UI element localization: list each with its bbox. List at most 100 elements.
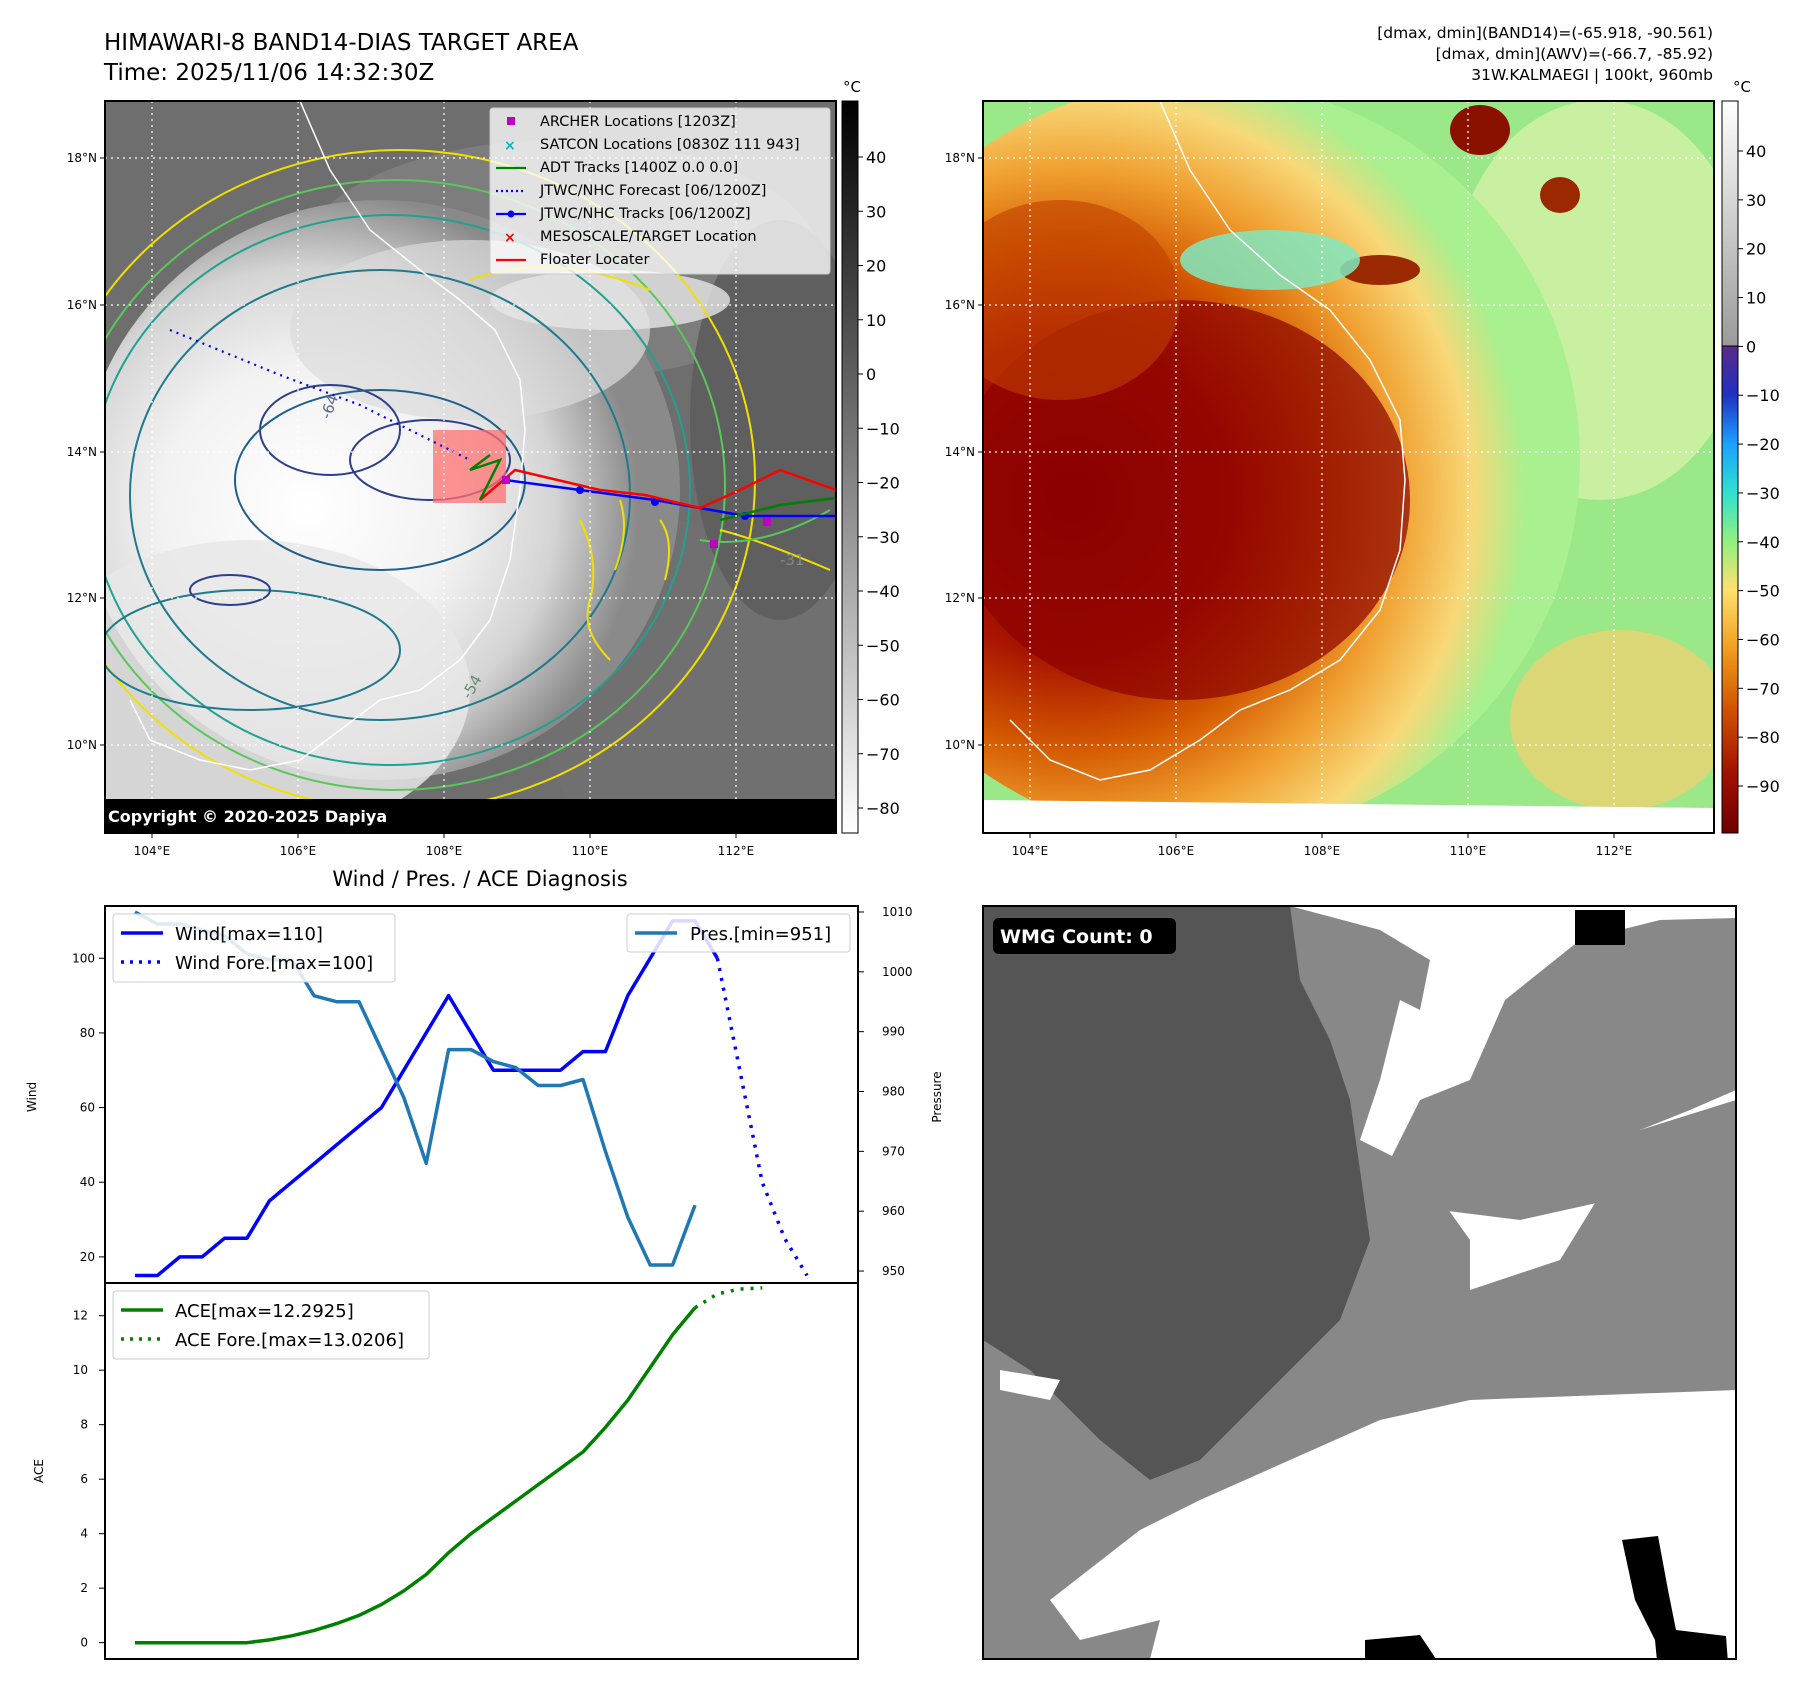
info-awv: [dmax, dmin](AWV)=(-66.7, -85.92) <box>1436 45 1713 63</box>
svg-text:Floater Locater: Floater Locater <box>540 252 649 268</box>
ace-tick-label: 6 <box>80 1472 88 1486</box>
awv-colorbar-tick: 20 <box>1746 240 1766 259</box>
ir-colorbar-tick: −40 <box>866 582 900 601</box>
ace-line <box>135 1306 697 1645</box>
ir-colorbar: °C 40 30 20 10 0 −10 −20 −30 −40 −50 −60 −70 −80 <box>841 78 900 834</box>
awv-colorbar-unit: °C <box>1733 78 1751 96</box>
awv-colorbar-tick: −10 <box>1746 386 1780 405</box>
legend-ace: ACE[max=12.2925] <box>175 1301 354 1322</box>
ir-colorbar-tick: −80 <box>866 799 900 818</box>
lat-tick-label: 10°N <box>67 738 97 752</box>
ace-tick-label: 10 <box>73 1363 88 1377</box>
lon-tick-label: 110°E <box>1450 844 1487 858</box>
copyright-text: Copyright © 2020-2025 Dapiya <box>108 807 387 826</box>
ir-colorbar-tick: −30 <box>866 528 900 547</box>
legend-wind-forecast: Wind Fore.[max=100] <box>175 953 373 974</box>
lon-tick-label: 104°E <box>1012 844 1049 858</box>
pressure-tick-label: 1000 <box>882 965 913 979</box>
svg-text:MESOSCALE/TARGET Location: MESOSCALE/TARGET Location <box>540 229 757 245</box>
ace-tick-label: 12 <box>73 1309 88 1323</box>
diagnosis-title: Wind / Pres. / ACE Diagnosis <box>332 867 627 891</box>
legend-item-jtwc-forecast: JTWC/NHC Forecast [06/1200Z] <box>496 183 766 199</box>
ir-colorbar-tick: −10 <box>866 419 900 438</box>
ace-tick-label: 0 <box>80 1636 88 1650</box>
lat-tick-label: 16°N <box>945 298 975 312</box>
wind-tick-label: 60 <box>80 1101 95 1115</box>
svg-text:SATCON Locations [0830Z 111 94: SATCON Locations [0830Z 111 943] <box>540 137 799 153</box>
ir-colorbar-tick: −70 <box>866 745 900 764</box>
lat-tick-label: 10°N <box>945 738 975 752</box>
awv-colorbar-tick: 30 <box>1746 191 1766 210</box>
awv-colorbar-tick: −30 <box>1746 484 1780 503</box>
awv-colorbar-tick: −70 <box>1746 679 1780 698</box>
lat-tick-label: 18°N <box>67 151 97 165</box>
legend-item-mesoscale: × MESOSCALE/TARGET Location <box>504 229 757 246</box>
lat-tick-label: 12°N <box>945 591 975 605</box>
awv-map-panel: °C 403020100−10−20−30−40−50−60−70−80−90 … <box>945 78 1780 858</box>
legend-item-archer: ARCHER Locations [1203Z] <box>507 114 736 130</box>
wind-tick-label: 100 <box>72 951 95 965</box>
ir-colorbar-tick: 0 <box>866 365 876 384</box>
lon-tick-label: 108°E <box>426 844 463 858</box>
awv-colorbar-tick: −50 <box>1746 582 1780 601</box>
awv-lon-ticks: 104°E 106°E 108°E 110°E 112°E <box>1012 833 1632 858</box>
ace-tick-label: 2 <box>80 1581 88 1595</box>
wind-tick-label: 80 <box>80 1026 95 1040</box>
ace-axis-label: ACE <box>32 1459 46 1483</box>
awv-colorbar-tick: −80 <box>1746 728 1780 747</box>
awv-colorbar-tick: 40 <box>1746 142 1766 161</box>
wmg-panel: WMG Count: 0 <box>982 905 1737 1660</box>
ace-forecast-line <box>694 1286 763 1310</box>
svg-text:ADT Tracks [1400Z 0.0 0.0]: ADT Tracks [1400Z 0.0 0.0] <box>540 160 738 176</box>
awv-colorbar-tick: −20 <box>1746 435 1780 454</box>
wmg-count-label: WMG Count: 0 <box>1000 926 1153 948</box>
wind-legend: Wind[max=110] Wind Fore.[max=100] <box>112 913 396 983</box>
wind-line <box>135 919 719 1278</box>
wind-tick-label: 20 <box>80 1250 95 1264</box>
pressure-tick-label: 950 <box>882 1264 905 1278</box>
lat-tick-label: 12°N <box>67 591 97 605</box>
ir-colorbar-tick: −60 <box>866 691 900 710</box>
ace-tick-label: 8 <box>80 1418 88 1432</box>
ir-legend: ARCHER Locations [1203Z] × SATCON Locati… <box>489 107 831 275</box>
lon-tick-label: 106°E <box>280 844 317 858</box>
lon-tick-label: 108°E <box>1304 844 1341 858</box>
contour-label-31: -31 <box>780 551 805 569</box>
figure-title: HIMAWARI-8 BAND14-DIAS TARGET AREA <box>104 30 579 56</box>
svg-text:×: × <box>504 138 516 154</box>
info-storm: 31W.KALMAEGI | 100kt, 960mb <box>1471 66 1713 84</box>
ir-map-panel: -64 -54 -31 <box>67 78 900 858</box>
legend-pressure: Pres.[min=951] <box>690 924 831 945</box>
lat-tick-label: 16°N <box>67 298 97 312</box>
lat-tick-label: 18°N <box>945 151 975 165</box>
svg-text:JTWC/NHC Tracks [06/1200Z]: JTWC/NHC Tracks [06/1200Z] <box>539 206 751 222</box>
ace-chart: 0 2 4 6 8 10 12 ACE ACE[max=12.2925] ACE Fore.… <box>32 1282 859 1660</box>
ir-colorbar-tick: 20 <box>866 257 886 276</box>
lon-tick-label: 112°E <box>718 844 755 858</box>
ir-frame <box>104 100 837 834</box>
svg-text:JTWC/NHC Forecast [06/1200Z]: JTWC/NHC Forecast [06/1200Z] <box>539 183 766 199</box>
svg-text:×: × <box>504 230 516 246</box>
wind-tick-label: 40 <box>80 1175 95 1189</box>
awv-colorbar-tick: −40 <box>1746 533 1780 552</box>
awv-colorbar-tick: 0 <box>1746 337 1756 356</box>
pressure-tick-label: 990 <box>882 1025 905 1039</box>
ir-colorbar-tick: −50 <box>866 636 900 655</box>
lat-tick-label: 14°N <box>945 445 975 459</box>
legend-item-jtwc-tracks: JTWC/NHC Tracks [06/1200Z] <box>496 206 751 222</box>
wind-axis-label: Wind <box>25 1082 39 1112</box>
lat-tick-label: 14°N <box>67 445 97 459</box>
legend-ace-forecast: ACE Fore.[max=13.0206] <box>175 1330 404 1351</box>
ir-colorbar-tick: 40 <box>866 148 886 167</box>
awv-colorbar-tick: 10 <box>1746 289 1766 308</box>
ir-colorbar-unit: °C <box>843 78 861 96</box>
ir-colorbar-tick: 30 <box>866 202 886 221</box>
figure-time: Time: 2025/11/06 14:32:30Z <box>103 60 434 86</box>
pressure-tick-label: 1010 <box>882 905 913 919</box>
pressure-tick-label: 980 <box>882 1085 905 1099</box>
awv-colorbar-tick: −60 <box>1746 630 1780 649</box>
wind-pressure-chart: 20 40 60 80 100 950 960 970 980 990 1000 1010 Wind… <box>25 905 944 1284</box>
copyright-bar <box>105 799 836 833</box>
legend-item-floater: Floater Locater <box>496 252 649 268</box>
